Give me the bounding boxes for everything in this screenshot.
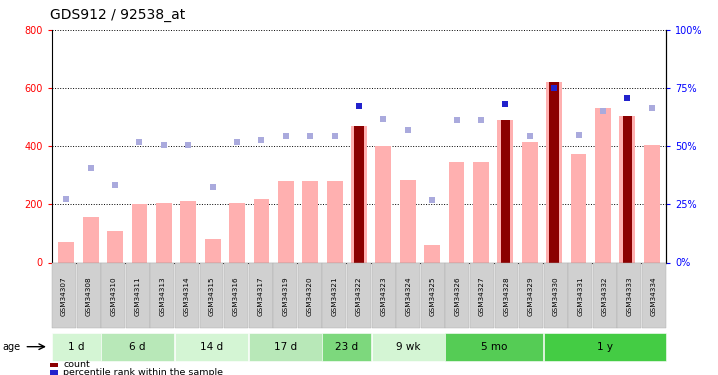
Bar: [623, 116, 632, 262]
Text: count: count: [63, 360, 90, 369]
Bar: [571, 153, 587, 262]
Bar: [327, 181, 342, 262]
Text: percentile rank within the sample: percentile rank within the sample: [63, 368, 223, 375]
Bar: [156, 203, 172, 262]
Bar: [253, 199, 269, 262]
Bar: [351, 126, 367, 262]
Text: 5 mo: 5 mo: [481, 342, 508, 352]
Bar: [473, 162, 489, 262]
Text: GSM34331: GSM34331: [577, 276, 583, 315]
Text: GSM34321: GSM34321: [332, 276, 337, 315]
Bar: [500, 120, 510, 262]
Bar: [302, 181, 318, 262]
Text: GSM34322: GSM34322: [356, 276, 362, 315]
Bar: [522, 142, 538, 262]
Text: GSM34316: GSM34316: [233, 276, 239, 315]
Bar: [83, 217, 98, 262]
Text: age: age: [2, 342, 20, 352]
Bar: [376, 146, 391, 262]
Text: 14 d: 14 d: [200, 342, 223, 352]
Bar: [498, 120, 513, 262]
Bar: [278, 181, 294, 262]
Text: GSM34323: GSM34323: [381, 276, 386, 315]
Text: GSM34317: GSM34317: [258, 276, 264, 315]
Text: GSM34334: GSM34334: [651, 276, 657, 315]
Text: 23 d: 23 d: [335, 342, 358, 352]
Bar: [644, 145, 660, 262]
Bar: [424, 245, 440, 262]
Text: GSM34329: GSM34329: [528, 276, 534, 315]
Bar: [205, 239, 220, 262]
Text: 6 d: 6 d: [129, 342, 146, 352]
Text: GSM34313: GSM34313: [159, 276, 165, 315]
Bar: [58, 242, 74, 262]
Text: 1 y: 1 y: [597, 342, 613, 352]
Bar: [620, 116, 635, 262]
Bar: [449, 162, 465, 262]
Bar: [180, 201, 196, 262]
Text: GSM34310: GSM34310: [110, 276, 116, 315]
Text: GSM34332: GSM34332: [602, 276, 608, 315]
Bar: [107, 231, 123, 262]
Text: GSM34330: GSM34330: [553, 276, 559, 315]
Text: GSM34328: GSM34328: [503, 276, 510, 315]
Text: 9 wk: 9 wk: [396, 342, 421, 352]
Text: GSM34307: GSM34307: [61, 276, 67, 315]
Text: GSM34333: GSM34333: [626, 276, 633, 315]
Text: GSM34324: GSM34324: [405, 276, 411, 315]
Text: GSM34325: GSM34325: [430, 276, 436, 315]
Bar: [354, 126, 364, 262]
Text: GSM34311: GSM34311: [135, 276, 141, 315]
Bar: [595, 108, 611, 262]
Bar: [400, 180, 416, 262]
Text: GSM34319: GSM34319: [282, 276, 288, 315]
Bar: [229, 203, 245, 262]
Text: GSM34327: GSM34327: [479, 276, 485, 315]
Text: GSM34326: GSM34326: [454, 276, 460, 315]
Text: GSM34308: GSM34308: [85, 276, 92, 315]
Text: 17 d: 17 d: [274, 342, 297, 352]
Text: GDS912 / 92538_at: GDS912 / 92538_at: [50, 8, 185, 22]
Text: GSM34315: GSM34315: [208, 276, 215, 315]
Bar: [546, 82, 562, 262]
Bar: [549, 82, 559, 262]
Bar: [131, 204, 147, 262]
Text: GSM34314: GSM34314: [184, 276, 190, 315]
Text: GSM34320: GSM34320: [307, 276, 313, 315]
Text: 1 d: 1 d: [68, 342, 85, 352]
